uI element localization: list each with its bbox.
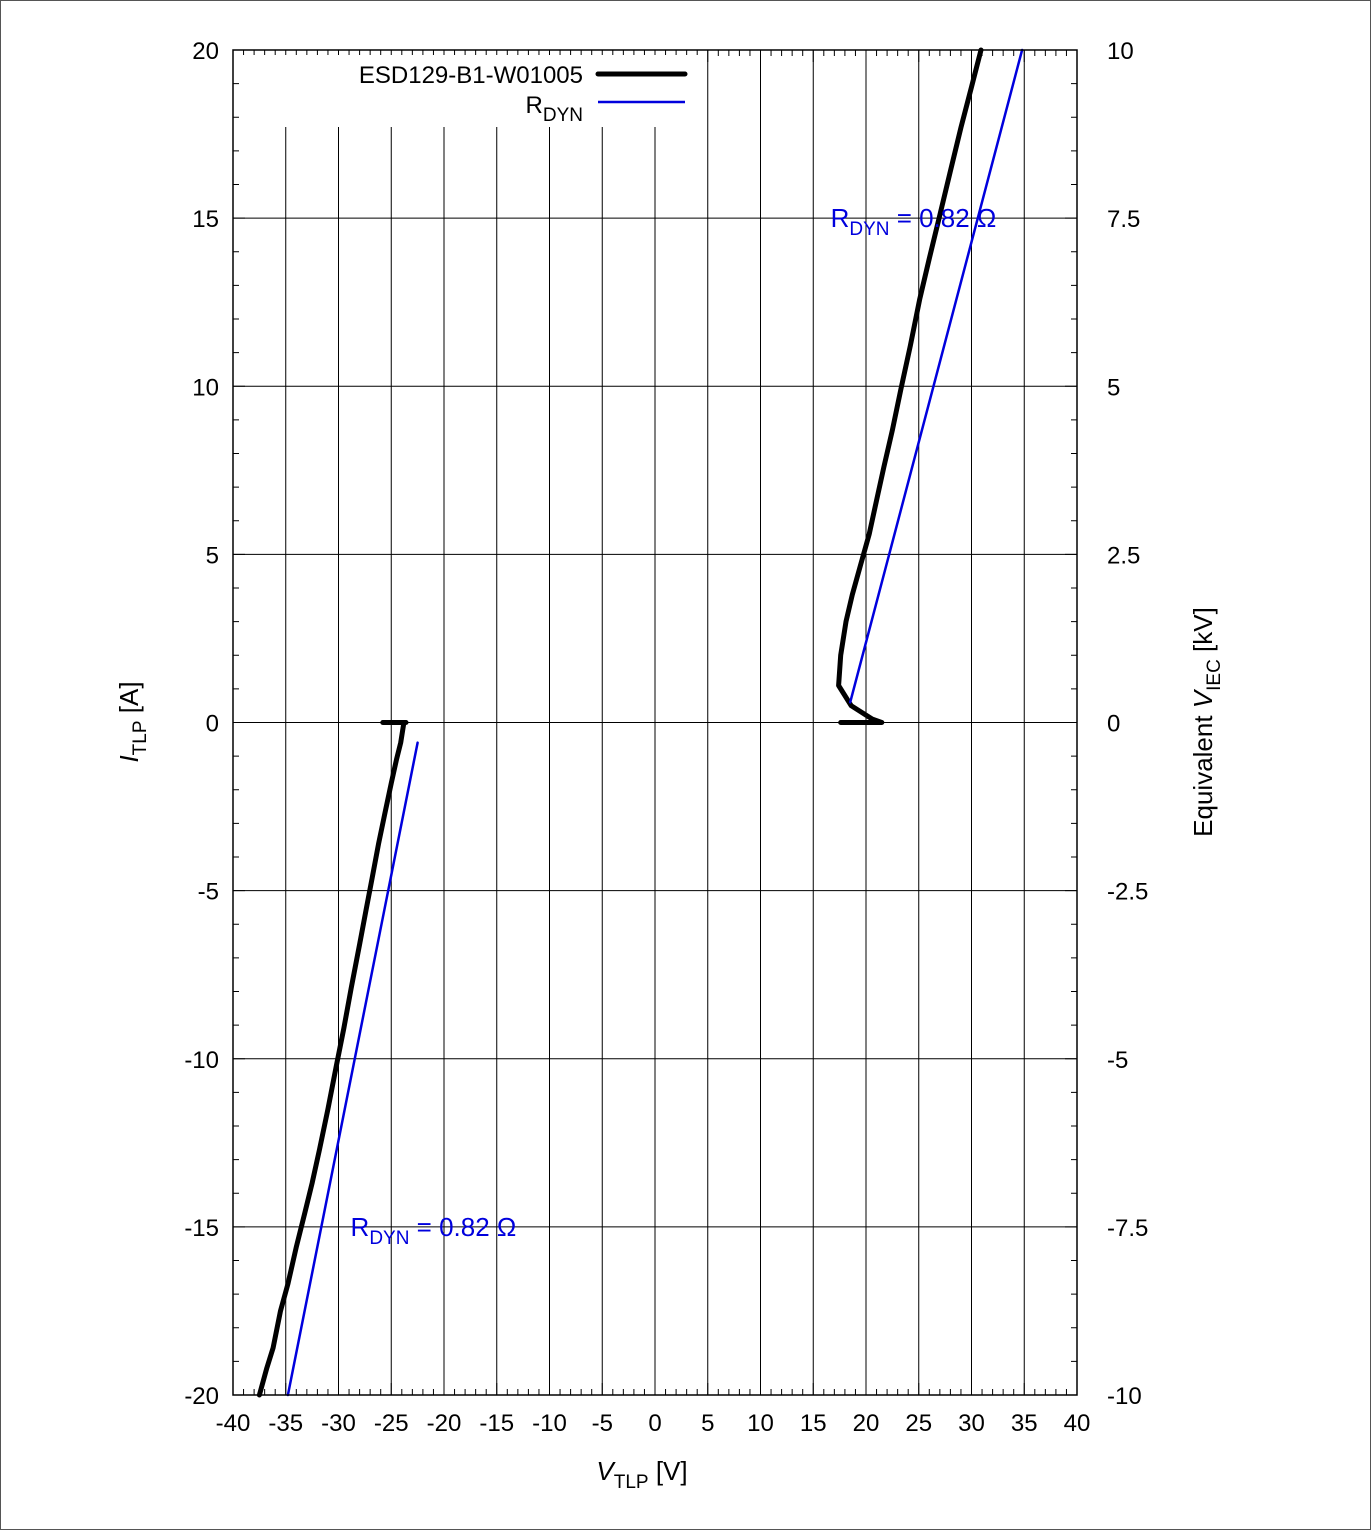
rdyn-annotation-negative: RDYN = 0.82 Ω bbox=[351, 1212, 517, 1249]
x-tick-label: -20 bbox=[427, 1410, 462, 1437]
y-tick-label: -20 bbox=[184, 1383, 219, 1410]
y2-tick-label: 2.5 bbox=[1107, 542, 1140, 569]
y2-tick-label: -10 bbox=[1107, 1383, 1142, 1410]
y-tick-label: -5 bbox=[198, 879, 219, 906]
x-tick-label: -30 bbox=[321, 1410, 356, 1437]
x-tick-label: -40 bbox=[216, 1410, 251, 1437]
y2-tick-label: -2.5 bbox=[1107, 879, 1148, 906]
y-tick-label: 5 bbox=[206, 542, 219, 569]
y2-tick-label: 5 bbox=[1107, 374, 1120, 401]
y-tick-label: 10 bbox=[192, 374, 219, 401]
y-tick-label: -10 bbox=[184, 1047, 219, 1074]
x-tick-label: 20 bbox=[853, 1410, 880, 1437]
tick-labels: -40 -35 -30 -25 -20 -15 -10 -5 0 5 10 15 20 25 30 35 40-… bbox=[184, 38, 1148, 1437]
x-tick-label: -25 bbox=[374, 1410, 409, 1437]
x-tick-label: 0 bbox=[648, 1410, 661, 1437]
legend: ESD129-B1-W01005 RDYN bbox=[240, 55, 700, 127]
y2-axis-label: Equivalent VIEC [kV] bbox=[1188, 607, 1225, 837]
x-tick-label: 40 bbox=[1064, 1410, 1091, 1437]
y2-tick-label: 7.5 bbox=[1107, 206, 1140, 233]
grid-lines bbox=[233, 50, 1077, 1395]
x-tick-label: 25 bbox=[905, 1410, 932, 1437]
y-axis-label: ITLP [A] bbox=[114, 681, 151, 762]
series-line-esd129 bbox=[836, 47, 984, 725]
x-tick-label: 15 bbox=[800, 1410, 827, 1437]
y2-tick-label: 10 bbox=[1107, 38, 1134, 65]
series-line-esd129 bbox=[256, 720, 409, 1398]
x-tick-label: -5 bbox=[592, 1410, 613, 1437]
x-tick-label: 5 bbox=[701, 1410, 714, 1437]
y2-tick-label: -7.5 bbox=[1107, 1215, 1148, 1242]
series-lines bbox=[256, 47, 1024, 1398]
y-tick-label: 15 bbox=[192, 206, 219, 233]
x-axis-label: VTLP [V] bbox=[596, 1456, 687, 1493]
y2-tick-label: -5 bbox=[1107, 1047, 1128, 1074]
x-tick-label: -35 bbox=[268, 1410, 303, 1437]
legend-label-esd129: ESD129-B1-W01005 bbox=[359, 62, 583, 89]
series-line-rdyn bbox=[286, 741, 419, 1397]
x-tick-label: 35 bbox=[1011, 1410, 1038, 1437]
x-tick-label: -15 bbox=[479, 1410, 514, 1437]
plot-area bbox=[232, 49, 1078, 1396]
y-tick-label: 20 bbox=[192, 38, 219, 65]
legend-label-rdyn: RDYN bbox=[526, 92, 583, 126]
series-line-rdyn bbox=[848, 48, 1024, 704]
x-tick-label: 30 bbox=[958, 1410, 985, 1437]
y-tick-label: -15 bbox=[184, 1215, 219, 1242]
legend-background bbox=[240, 55, 700, 127]
y2-tick-label: 0 bbox=[1107, 711, 1120, 738]
axis-ticks bbox=[232, 49, 1078, 1396]
y-tick-label: 0 bbox=[206, 711, 219, 738]
rdyn-annotation-positive: RDYN = 0.82 Ω bbox=[831, 203, 997, 240]
x-tick-label: -10 bbox=[532, 1410, 567, 1437]
x-tick-label: 10 bbox=[747, 1410, 774, 1437]
